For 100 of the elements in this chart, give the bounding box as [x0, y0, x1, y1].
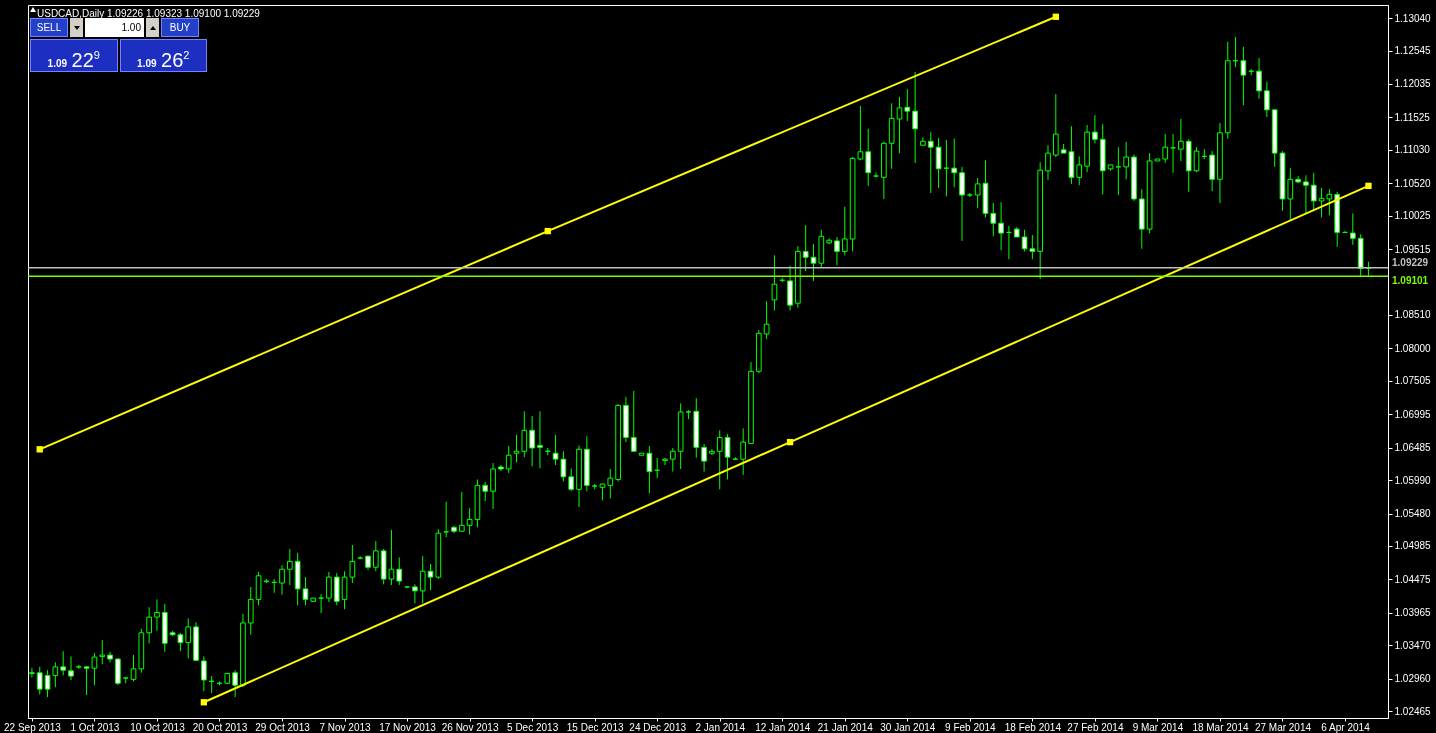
point — [1365, 182, 1372, 190]
point — [36, 446, 43, 453]
x-tick-label: 20 Oct 2013 — [192, 721, 248, 733]
candlestick — [505, 445, 512, 474]
candlestick — [1310, 172, 1317, 212]
candlestick — [1240, 46, 1247, 106]
candlestick — [716, 429, 723, 490]
x-tick-label: 7 Nov 2013 — [319, 721, 372, 733]
candlestick — [1256, 57, 1262, 100]
y-tick-label: 1.03470 — [1394, 639, 1432, 651]
candlestick — [865, 128, 872, 187]
y-tick-label: 1.04475 — [1394, 573, 1432, 585]
candlestick — [771, 254, 778, 311]
candlestick — [1287, 167, 1294, 221]
candlestick — [959, 166, 965, 242]
candlestick — [990, 202, 997, 237]
candlestick — [154, 598, 160, 632]
candlestick — [537, 410, 543, 469]
candlestick — [1076, 155, 1083, 186]
x-tick-label: 21 Jan 2014 — [817, 721, 874, 733]
chart-title: USDCAD,Daily 1.09226 1.09323 1.09100 1.09229 — [37, 8, 261, 19]
candlestick — [912, 71, 918, 164]
candlestick — [1162, 133, 1169, 164]
candlestick — [1193, 146, 1200, 173]
ref-line-label: 1.09229 — [1392, 256, 1429, 268]
candlestick — [630, 390, 637, 452]
x-tick-label: 27 Mar 2014 — [1254, 721, 1312, 733]
candlestick — [372, 540, 379, 572]
candlestick — [740, 427, 747, 476]
x-tick-label: 10 Oct 2013 — [130, 721, 186, 733]
candlestick — [904, 88, 911, 122]
x-tick-label: 18 Feb 2014 — [1004, 721, 1062, 733]
candlestick — [998, 201, 1004, 251]
candlestick — [662, 457, 668, 466]
y-tick-label: 1.07505 — [1394, 375, 1432, 387]
x-tick-label: 17 Nov 2013 — [379, 721, 437, 733]
ask-box: 1.09 26$^{2}$ — [119, 39, 207, 72]
candlestick — [701, 443, 707, 473]
candlestick — [802, 224, 809, 272]
y-tick-label: 1.06485 — [1394, 442, 1432, 454]
y-tick-label: 1.04985 — [1394, 540, 1432, 552]
annotation: 1.09 22$^{9}$ — [47, 48, 100, 71]
candlestick — [1052, 93, 1059, 158]
candlestick — [490, 462, 496, 510]
x-tick-label: 27 Feb 2014 — [1067, 721, 1124, 733]
x-tick-label: 22 Sep 2013 — [4, 721, 62, 733]
candlestick — [1045, 144, 1051, 181]
candlestick — [709, 448, 715, 456]
y-tick-label: 1.05480 — [1394, 508, 1432, 520]
x-tick-label: 9 Feb 2014 — [945, 721, 997, 733]
candlestick — [951, 138, 958, 188]
candlestick — [36, 666, 43, 695]
y-tick-label: 1.02465 — [1394, 705, 1432, 717]
candlestick — [396, 556, 403, 586]
x-tick-label: 24 Dec 2013 — [629, 721, 687, 733]
candlestick — [568, 467, 575, 492]
bid-box: 1.09 22$^{9}$ — [30, 39, 118, 72]
candlestick — [247, 586, 254, 636]
x-tick-label: 12 Jan 2014 — [755, 721, 811, 733]
y-tick-label: 1.12545 — [1394, 45, 1432, 57]
candlestick — [286, 548, 293, 586]
y-tick-label: 1.10025 — [1394, 210, 1432, 222]
y-tick-label: 1.06995 — [1394, 408, 1432, 420]
y-tick-label: 1.12035 — [1394, 78, 1432, 90]
y-tick-label: 1.05990 — [1394, 474, 1432, 486]
candlestick — [529, 415, 535, 467]
point — [786, 438, 794, 446]
candlestick — [482, 481, 489, 502]
y-tick-label: 1.09515 — [1394, 243, 1432, 255]
annotation: 1.09 26$^{2}$ — [137, 48, 190, 71]
buy-button: BUY — [161, 18, 199, 37]
ref-line-label: 1.09101 — [1392, 275, 1429, 287]
candlestick — [201, 655, 207, 692]
candlestick — [841, 206, 848, 256]
candlestick — [443, 501, 450, 538]
candlestick — [920, 136, 926, 146]
x-tick-label: 15 Dec 2013 — [566, 721, 624, 733]
candlestick — [763, 300, 770, 340]
y-tick-label: 1.02960 — [1394, 673, 1432, 685]
candlestick — [99, 639, 106, 665]
x-tick-label: 5 Dec 2013 — [507, 721, 559, 733]
y-tick-label: 1.08000 — [1394, 342, 1432, 354]
candlestick — [1092, 114, 1098, 144]
candlestick — [1303, 174, 1309, 215]
candlestick — [1115, 146, 1122, 196]
x-tick-label: 26 Nov 2013 — [441, 721, 499, 733]
y-tick-label: 1.03965 — [1394, 607, 1432, 619]
candlestick — [232, 669, 238, 698]
candlestick — [1123, 141, 1130, 180]
point — [200, 699, 208, 706]
candlestick — [412, 583, 418, 604]
sell-button: SELL — [30, 18, 68, 37]
x-tick-label: 30 Jan 2014 — [880, 721, 936, 733]
candlestick — [927, 131, 934, 194]
candlestick — [326, 571, 332, 603]
y-tick-label: 1.13040 — [1394, 12, 1432, 24]
lot-field: 1.00 — [85, 18, 144, 37]
candlestick — [834, 236, 840, 266]
x-tick-label: 18 Mar 2014 — [1192, 721, 1249, 733]
point — [1052, 13, 1059, 20]
